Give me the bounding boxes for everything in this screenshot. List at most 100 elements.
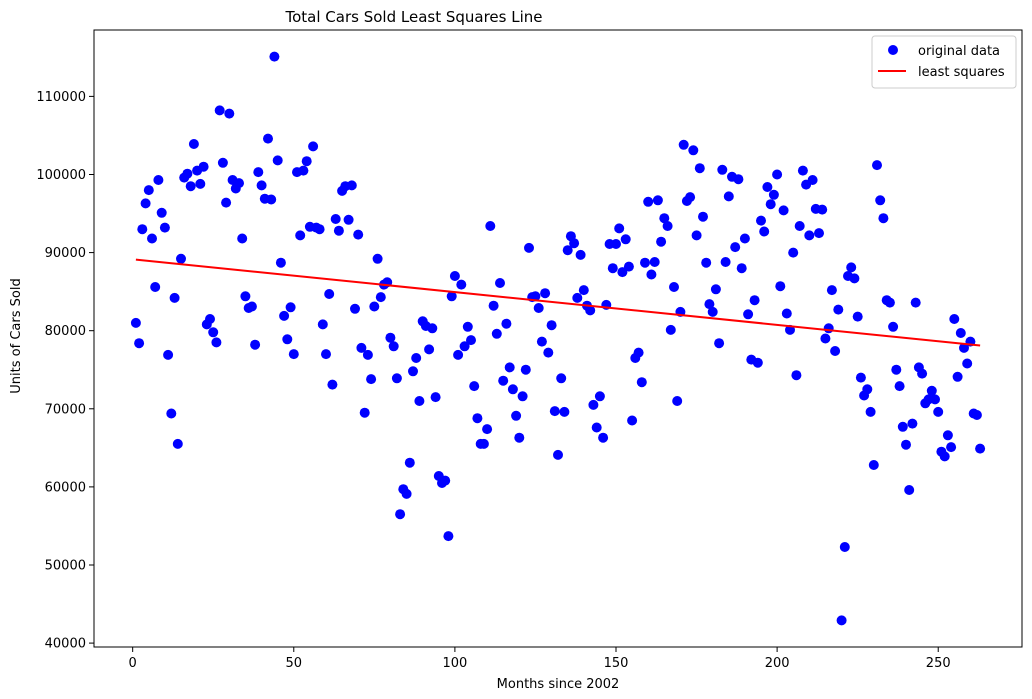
data-point (269, 51, 280, 62)
data-point (411, 353, 422, 363)
data-point (391, 373, 402, 384)
data-point (933, 406, 944, 417)
data-point (962, 358, 973, 369)
data-point (504, 362, 515, 373)
x-tick-label: 200 (765, 656, 790, 671)
data-point (678, 139, 689, 150)
data-point (955, 328, 966, 338)
data-point (749, 295, 760, 306)
data-point (888, 321, 899, 332)
data-point (926, 385, 937, 396)
data-point (520, 364, 531, 375)
data-point (772, 169, 783, 180)
data-point (797, 165, 808, 176)
data-point (472, 413, 483, 424)
data-point (321, 349, 331, 360)
data-point (495, 278, 505, 288)
data-point (401, 488, 412, 499)
data-point (723, 191, 734, 202)
data-point (427, 323, 438, 334)
data-point (646, 269, 657, 280)
data-point (250, 339, 261, 350)
data-point (314, 224, 325, 235)
data-point (942, 430, 953, 441)
data-point (182, 168, 193, 179)
data-point (530, 291, 541, 302)
data-point (949, 314, 960, 324)
legend-marker-original-data (888, 45, 898, 55)
data-point (272, 155, 283, 166)
chart-title: Total Cars Sold Least Squares Line (285, 8, 543, 26)
data-point (446, 291, 457, 302)
data-point (140, 198, 151, 209)
data-point (917, 368, 928, 379)
data-point (549, 406, 560, 417)
data-point (839, 542, 850, 552)
data-point (295, 230, 306, 241)
data-point (649, 257, 660, 267)
data-point (556, 373, 567, 384)
data-point (739, 233, 750, 244)
x-tick-label: 150 (604, 656, 629, 671)
data-point (482, 424, 493, 435)
data-point (952, 371, 963, 382)
x-tick-label: 50 (286, 656, 303, 671)
data-point (607, 263, 618, 274)
legend-entry-original-data: original data (918, 44, 1000, 59)
data-point (756, 215, 766, 226)
data-point (669, 282, 679, 292)
data-point (440, 475, 451, 486)
data-point (575, 249, 586, 260)
data-point (156, 207, 167, 218)
data-point (366, 374, 377, 385)
x-tick-label: 0 (129, 656, 137, 671)
data-point (775, 281, 786, 292)
data-point (172, 438, 183, 449)
legend-box (871, 35, 1017, 89)
data-point (807, 175, 818, 185)
data-point (488, 300, 499, 311)
data-point (730, 242, 741, 253)
data-point (511, 410, 522, 421)
data-point (221, 197, 232, 208)
data-point (188, 139, 199, 149)
data-point (543, 347, 554, 358)
y-tick-label: 50000 (45, 558, 86, 573)
data-point (910, 297, 921, 308)
data-point (814, 228, 824, 239)
data-point (147, 233, 157, 244)
data-point (804, 230, 815, 241)
data-point (733, 174, 744, 185)
x-tick-label: 250 (926, 656, 951, 671)
data-point (459, 341, 470, 352)
data-point (408, 366, 418, 377)
data-point (691, 230, 702, 241)
data-point (524, 242, 534, 253)
data-point (414, 396, 425, 406)
data-point (369, 301, 380, 312)
data-point (623, 261, 634, 272)
y-tick-label: 90000 (45, 246, 86, 261)
data-point (266, 194, 277, 205)
data-point (240, 291, 251, 302)
data-point (849, 273, 860, 284)
data-point (185, 181, 196, 192)
data-point (591, 422, 602, 433)
data-point (826, 285, 837, 296)
data-point (346, 180, 357, 191)
y-tick-label: 40000 (45, 637, 86, 652)
data-point (350, 303, 360, 314)
data-point (930, 394, 940, 405)
data-point (385, 332, 396, 343)
data-point (163, 349, 174, 360)
data-point (443, 531, 454, 542)
data-point (298, 165, 309, 176)
data-point (430, 392, 441, 403)
data-point (569, 238, 580, 249)
data-point (478, 438, 489, 449)
data-point (234, 178, 244, 189)
data-point (875, 195, 886, 206)
data-point (546, 320, 557, 331)
data-point (846, 262, 857, 273)
data-point (685, 192, 696, 203)
